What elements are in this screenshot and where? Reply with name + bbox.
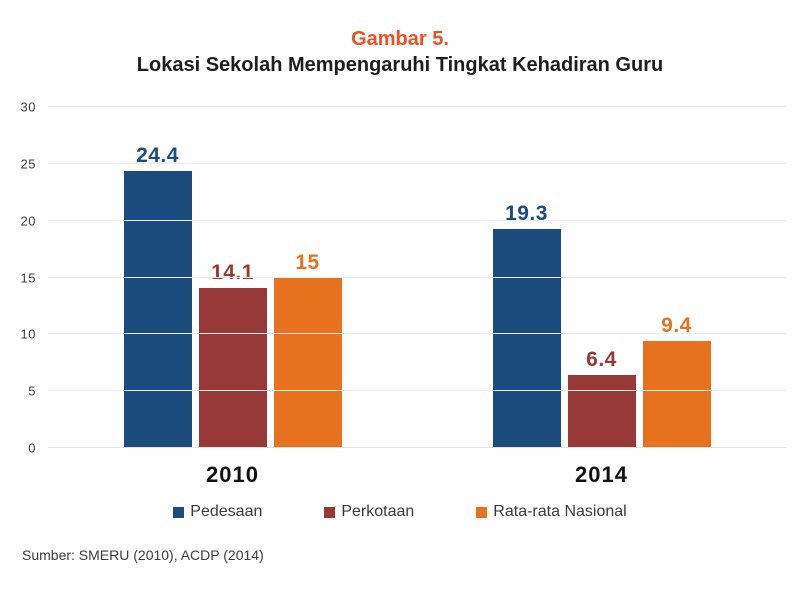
- gridline-15: [48, 276, 786, 278]
- bar-perkotaan: [198, 287, 267, 448]
- legend-swatch-icon: [324, 506, 336, 518]
- bar-column: 9.4: [642, 314, 711, 448]
- bar-pedesaan: [123, 170, 192, 448]
- x-category-label: 2010: [206, 462, 259, 487]
- bar-pedesaan: [492, 228, 561, 448]
- bar-value-label: 19.3: [505, 201, 548, 225]
- gridline-0: [48, 447, 786, 448]
- source-note: Sumber: SMERU (2010), ACDP (2014): [22, 547, 264, 563]
- y-tick-label: 20: [20, 213, 36, 229]
- gridline-20: [48, 219, 786, 221]
- bar-rata-rata-nasional: [273, 277, 342, 448]
- bar-group-2014: 19.3 6.4 9.4: [417, 107, 786, 448]
- bar-value-label: 9.4: [661, 314, 692, 338]
- bar-groups-container: 24.4 14.1 15 19.3 6.4 9.4: [48, 107, 786, 448]
- bar-value-label: 15: [295, 250, 320, 274]
- bar-column: 19.3: [492, 201, 561, 448]
- bar-value-label: 14.1: [211, 260, 254, 284]
- plot-area: 24.4 14.1 15 19.3 6.4 9.4: [48, 106, 786, 448]
- legend-item-rata-rata-nasional: Rata-rata Nasional: [476, 503, 627, 521]
- y-tick-label: 0: [28, 440, 36, 456]
- x-axis: 2010 2014: [48, 462, 786, 488]
- legend: Pedesaan Perkotaan Rata-rata Nasional: [0, 503, 800, 521]
- bar-column: 24.4: [123, 143, 192, 448]
- gridline-25: [48, 162, 786, 164]
- legend-item-perkotaan: Perkotaan: [324, 503, 414, 521]
- bar-value-label: 6.4: [586, 348, 617, 372]
- legend-label: Pedesaan: [190, 503, 263, 520]
- gridline-30: [48, 106, 786, 107]
- legend-label: Perkotaan: [341, 503, 415, 520]
- legend-swatch-icon: [476, 506, 488, 518]
- figure-number-label: Gambar 5.: [351, 28, 449, 50]
- bar-perkotaan: [567, 375, 636, 448]
- y-tick-label: 10: [20, 326, 36, 342]
- gridline-10: [48, 333, 786, 335]
- legend-label: Rata-rata Nasional: [493, 503, 627, 520]
- chart-title: Lokasi Sekolah Mempengaruhi Tingkat Keha…: [136, 54, 664, 76]
- bar-rata-rata-nasional: [642, 341, 711, 448]
- legend-item-pedesaan: Pedesaan: [173, 503, 262, 521]
- legend-swatch-icon: [173, 506, 185, 518]
- bar-column: 6.4: [567, 348, 636, 448]
- x-category-label: 2014: [575, 462, 628, 487]
- gridline-5: [48, 390, 786, 392]
- bar-group-2010: 24.4 14.1 15: [48, 107, 417, 448]
- bar-column: 14.1: [198, 260, 267, 448]
- bar-column: 15: [273, 250, 342, 448]
- y-axis: 0 5 10 15 20 25 30: [0, 100, 42, 456]
- y-tick-label: 25: [20, 156, 36, 172]
- y-tick-label: 30: [20, 99, 36, 115]
- y-tick-label: 15: [20, 270, 36, 285]
- y-tick-label: 5: [28, 383, 36, 399]
- bar-value-label: 24.4: [136, 143, 179, 167]
